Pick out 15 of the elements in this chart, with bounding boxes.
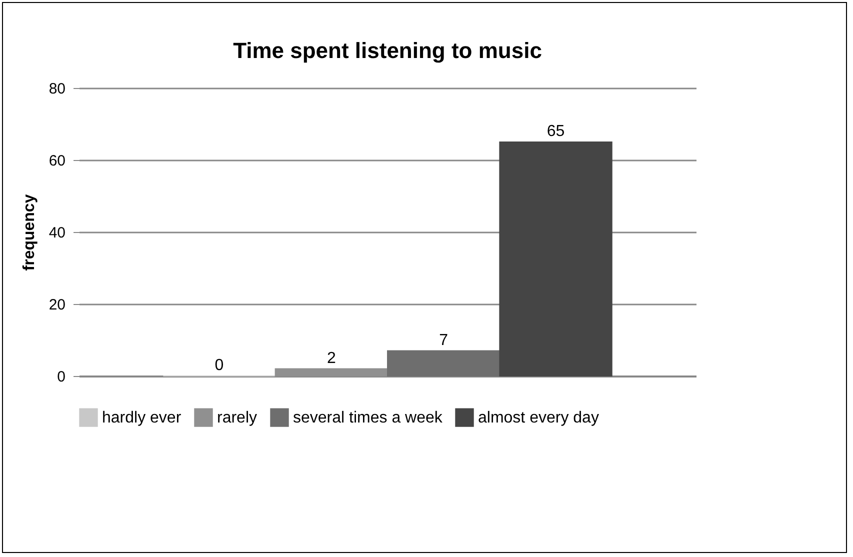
y-tick-label: 80 xyxy=(48,80,66,98)
y-tick-label: 0 xyxy=(57,368,66,386)
data-label: 0 xyxy=(214,357,224,374)
chart-title: Time spent listening to music xyxy=(233,38,542,63)
legend-label: several times a week xyxy=(293,410,444,427)
legend-label: hardly ever xyxy=(102,410,182,427)
data-label: 65 xyxy=(546,123,565,140)
y-tick-label: 20 xyxy=(48,296,66,314)
data-label: 2 xyxy=(326,350,336,367)
y-tick-label: 60 xyxy=(48,152,66,170)
y-axis-title: frequency xyxy=(20,194,38,271)
y-tick-label: 40 xyxy=(48,224,66,242)
data-label: 7 xyxy=(439,332,448,349)
legend-label: rarely xyxy=(217,410,258,427)
legend-label: almost every day xyxy=(478,410,599,427)
